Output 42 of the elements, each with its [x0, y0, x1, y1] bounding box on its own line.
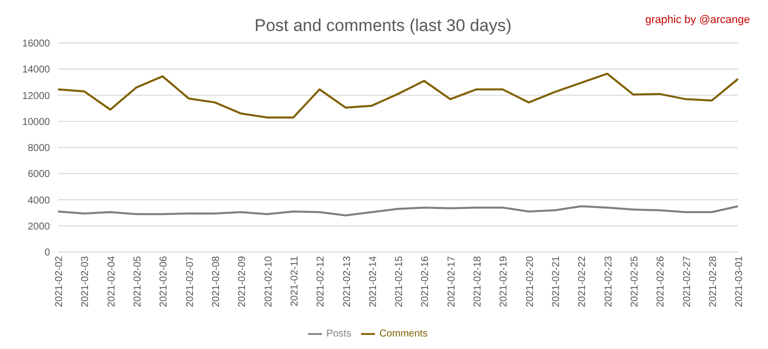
text: graphic by @arcange [645, 14, 750, 26]
chart-title: Post and comments (last 30 days) [254, 16, 512, 35]
line-series [57, 72, 739, 118]
y-tick-label: 2000 [28, 221, 50, 232]
x-tick-label: 2021-02-07 [184, 256, 196, 308]
x-tick-label: 2021-02-15 [394, 256, 406, 308]
x-tick-label: 2021-02-26 [656, 256, 667, 308]
x-tick-label: 2021-02-05 [132, 256, 144, 308]
x-tick-label: 2021-02-19 [498, 256, 510, 308]
x-tick-label: 2021-02-23 [603, 256, 614, 308]
x-tick-label: 2021-02-25 [629, 256, 640, 308]
y-tick-label: 10000 [22, 116, 50, 128]
y-tick-label: 4000 [28, 195, 50, 206]
x-tick-label: 2021-02-02 [54, 256, 66, 308]
x-tick-label: 2021-03-01 [734, 256, 746, 308]
y-tick-label: 8000 [28, 143, 50, 154]
x-tick-label: 2021-02-11 [289, 256, 300, 306]
x-tick-label: 2021-02-09 [237, 256, 248, 308]
x-tick-label: 2021-02-13 [342, 256, 353, 308]
line-series [57, 205, 739, 216]
y-tick-label: 0 [44, 248, 50, 259]
x-tick-label: 2021-02-04 [106, 256, 118, 308]
x-tick-label: 2021-02-17 [446, 256, 458, 308]
x-tick-label: 2021-02-18 [472, 256, 484, 308]
x-tick-label: 2021-02-10 [263, 256, 274, 308]
y-tick-label: 16000 [22, 38, 50, 50]
legend-label: Posts [326, 328, 352, 340]
x-tick-label: 2021-02-12 [316, 256, 327, 308]
y-tick-label: 14000 [22, 64, 50, 76]
x-tick-label: 2021-02-03 [80, 256, 92, 308]
x-tick-label: 2021-02-21 [551, 256, 562, 308]
y-tick-label: 6000 [28, 169, 50, 180]
x-tick-label: 2021-02-06 [158, 256, 170, 308]
x-tick-label: 2021-02-27 [682, 256, 693, 308]
legend-label: Comments [379, 328, 428, 340]
x-tick-label: 2021-02-22 [577, 256, 588, 308]
x-tick-label: 2021-02-16 [420, 256, 432, 308]
y-tick-label: 12000 [22, 90, 50, 102]
x-tick-label: 2021-02-28 [708, 256, 719, 308]
x-tick-label: 2021-02-20 [524, 256, 536, 308]
x-tick-label: 2021-02-08 [211, 256, 222, 308]
x-tick-label: 2021-02-14 [368, 256, 379, 308]
